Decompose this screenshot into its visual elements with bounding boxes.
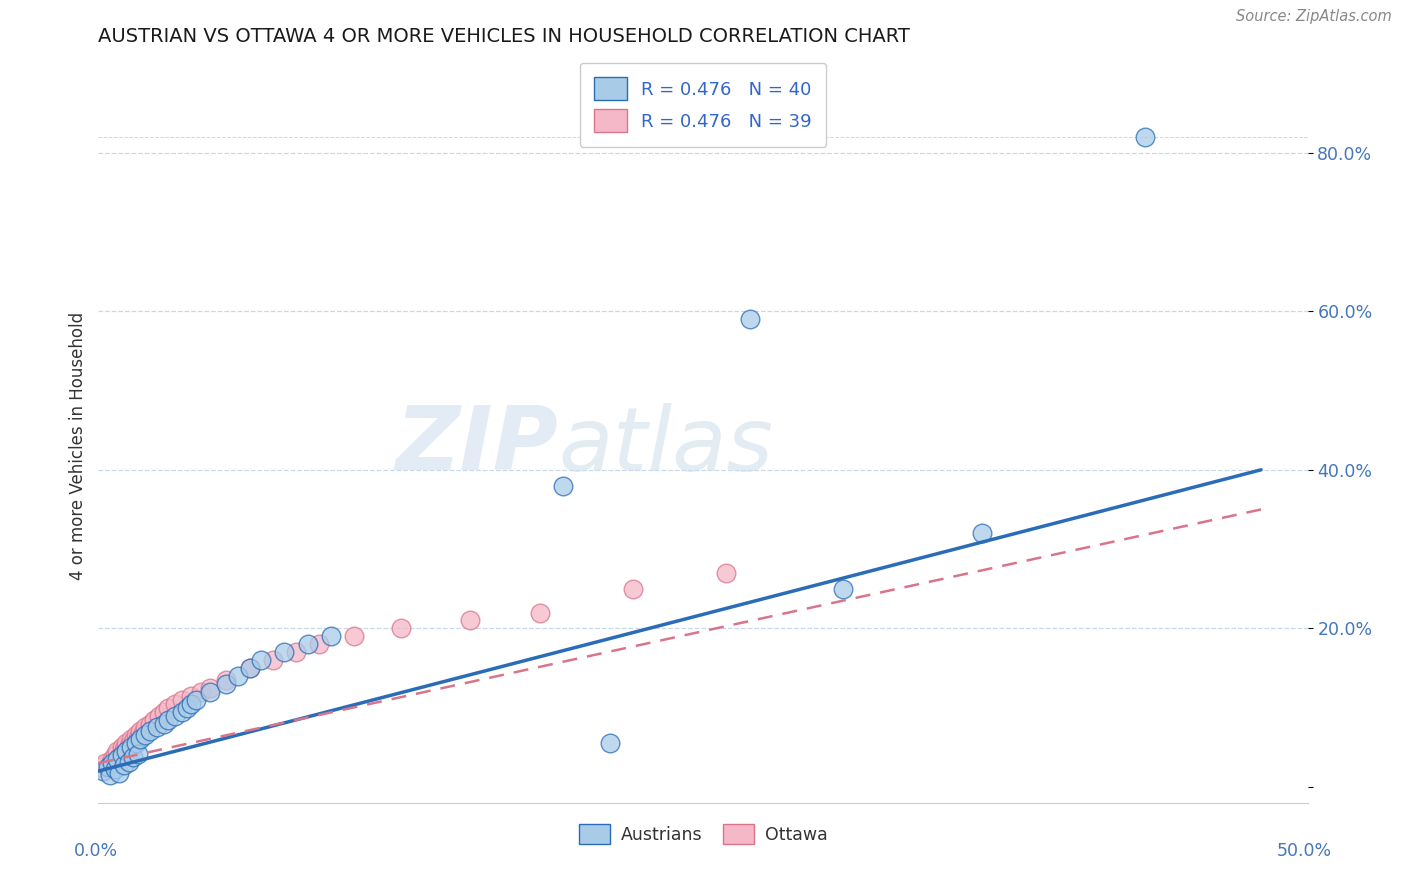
Point <box>145 721 167 735</box>
Legend: Austrians, Ottawa: Austrians, Ottawa <box>572 817 834 851</box>
Point <box>190 685 212 699</box>
Point <box>118 755 141 769</box>
Point <box>98 757 121 772</box>
Point <box>91 764 114 778</box>
Point <box>97 760 120 774</box>
Point <box>553 478 575 492</box>
Point <box>599 736 621 750</box>
Text: 0.0%: 0.0% <box>75 842 118 860</box>
Point <box>831 582 853 596</box>
Point <box>152 705 174 719</box>
Point <box>105 752 128 766</box>
Point <box>172 692 194 706</box>
Point <box>118 739 141 753</box>
Point <box>176 700 198 714</box>
Point <box>131 726 153 740</box>
Point <box>165 708 187 723</box>
Point <box>134 728 156 742</box>
Point <box>226 669 249 683</box>
Point <box>90 760 112 774</box>
Point <box>319 629 342 643</box>
Point <box>101 752 124 766</box>
Point <box>120 732 142 747</box>
Point <box>108 749 131 764</box>
Point <box>239 661 262 675</box>
Point <box>273 645 295 659</box>
Point <box>115 744 138 758</box>
Point <box>152 716 174 731</box>
Point <box>138 724 160 739</box>
Point <box>198 685 221 699</box>
Point <box>970 526 993 541</box>
Point <box>129 732 152 747</box>
Point <box>1133 129 1156 144</box>
Point <box>285 645 308 659</box>
Point <box>101 756 124 771</box>
Point <box>143 713 166 727</box>
Point <box>716 566 738 580</box>
Point <box>621 582 644 596</box>
Text: AUSTRIAN VS OTTAWA 4 OR MORE VEHICLES IN HOUSEHOLD CORRELATION CHART: AUSTRIAN VS OTTAWA 4 OR MORE VEHICLES IN… <box>98 27 910 45</box>
Point <box>134 721 156 735</box>
Point <box>180 689 202 703</box>
Point <box>215 673 238 687</box>
Point <box>250 653 273 667</box>
Point <box>124 728 146 742</box>
Point <box>129 724 152 739</box>
Point <box>138 716 160 731</box>
Point <box>111 740 134 755</box>
Point <box>98 768 121 782</box>
Text: ZIP: ZIP <box>395 402 558 490</box>
Point <box>122 734 145 748</box>
Point <box>460 614 482 628</box>
Point <box>157 713 180 727</box>
Text: atlas: atlas <box>558 403 773 489</box>
Y-axis label: 4 or more Vehicles in Household: 4 or more Vehicles in Household <box>69 312 87 580</box>
Text: 50.0%: 50.0% <box>1277 842 1331 860</box>
Point <box>308 637 330 651</box>
Point <box>111 748 134 763</box>
Point <box>239 661 262 675</box>
Point <box>104 748 127 763</box>
Point <box>148 708 170 723</box>
Point <box>112 757 135 772</box>
Point <box>104 763 127 777</box>
Point <box>389 621 412 635</box>
Point <box>157 700 180 714</box>
Point <box>94 756 117 771</box>
Point <box>165 697 187 711</box>
Point <box>105 744 128 758</box>
Point <box>529 606 551 620</box>
Point <box>172 705 194 719</box>
Point <box>262 653 284 667</box>
Point <box>112 742 135 756</box>
Point <box>198 681 221 695</box>
Point <box>120 740 142 755</box>
Point <box>215 677 238 691</box>
Point <box>738 312 761 326</box>
Text: Source: ZipAtlas.com: Source: ZipAtlas.com <box>1236 9 1392 24</box>
Point <box>180 697 202 711</box>
Point <box>127 731 149 745</box>
Point <box>124 736 146 750</box>
Point <box>127 747 149 761</box>
Point <box>297 637 319 651</box>
Point <box>343 629 366 643</box>
Point <box>122 749 145 764</box>
Point <box>108 765 131 780</box>
Point <box>115 736 138 750</box>
Point <box>184 692 207 706</box>
